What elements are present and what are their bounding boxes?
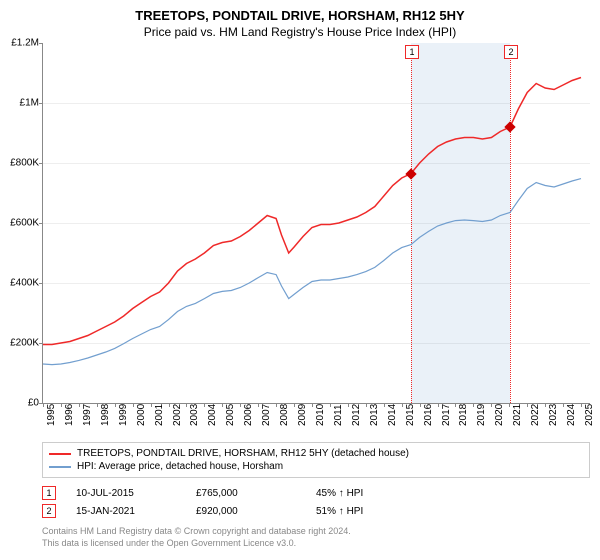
x-axis-label: 1998 [100, 404, 111, 426]
transaction-row: 2 15-JAN-2021£920,00051% ↑ HPI [42, 502, 590, 520]
y-axis-label: £1.2M [5, 38, 39, 49]
y-axis-label: £600K [5, 218, 39, 229]
legend: TREETOPS, PONDTAIL DRIVE, HORSHAM, RH12 … [42, 442, 590, 478]
legend-label: TREETOPS, PONDTAIL DRIVE, HORSHAM, RH12 … [77, 448, 409, 459]
transaction-marker: 1 [42, 486, 56, 500]
footer-line1: Contains HM Land Registry data © Crown c… [42, 526, 590, 538]
chart-subtitle: Price paid vs. HM Land Registry's House … [0, 23, 600, 43]
series-line [43, 179, 581, 365]
y-axis-label: £800K [5, 158, 39, 169]
x-axis-label: 2017 [441, 404, 452, 426]
transaction-row: 1 10-JUL-2015£765,00045% ↑ HPI [42, 484, 590, 502]
legend-swatch [49, 453, 71, 455]
x-axis-label: 2025 [584, 404, 595, 426]
y-axis-label: £1M [5, 98, 39, 109]
chart-container: TREETOPS, PONDTAIL DRIVE, HORSHAM, RH12 … [0, 0, 600, 560]
transaction-date: 10-JUL-2015 [76, 488, 196, 499]
x-axis-label: 2013 [369, 404, 380, 426]
legend-item: HPI: Average price, detached house, Hors… [49, 460, 583, 473]
x-axis-label: 2010 [315, 404, 326, 426]
x-axis-label: 2022 [530, 404, 541, 426]
chart-lines [43, 43, 590, 403]
x-axis-label: 2018 [458, 404, 469, 426]
transaction-table: 1 10-JUL-2015£765,00045% ↑ HPI 2 15-JAN-202… [42, 484, 590, 520]
legend-item: TREETOPS, PONDTAIL DRIVE, HORSHAM, RH12 … [49, 447, 583, 460]
footer: Contains HM Land Registry data © Crown c… [42, 526, 590, 549]
x-axis-label: 1999 [118, 404, 129, 426]
x-axis-label: 2000 [136, 404, 147, 426]
x-axis-label: 2002 [172, 404, 183, 426]
x-axis-label: 2007 [261, 404, 272, 426]
transaction-marker: 2 [42, 504, 56, 518]
x-axis-label: 2014 [387, 404, 398, 426]
transaction-delta: 45% ↑ HPI [316, 488, 363, 499]
legend-swatch [49, 466, 71, 468]
transaction-price: £920,000 [196, 506, 316, 517]
marker-1: 1 [405, 45, 419, 59]
x-axis-label: 2003 [189, 404, 200, 426]
x-axis-label: 2016 [423, 404, 434, 426]
x-axis-label: 2009 [297, 404, 308, 426]
x-axis-label: 2021 [512, 404, 523, 426]
x-axis-label: 2004 [207, 404, 218, 426]
x-axis-label: 2001 [154, 404, 165, 426]
x-axis-label: 2023 [548, 404, 559, 426]
transaction-date: 15-JAN-2021 [76, 506, 196, 517]
series-line [43, 78, 581, 345]
x-axis-label: 2015 [405, 404, 416, 426]
x-axis-label: 2012 [351, 404, 362, 426]
marker-2: 2 [504, 45, 518, 59]
transaction-price: £765,000 [196, 488, 316, 499]
chart-plot-area: £0£200K£400K£600K£800K£1M£1.2M1995199619… [42, 43, 590, 404]
y-axis-label: £400K [5, 278, 39, 289]
chart-title: TREETOPS, PONDTAIL DRIVE, HORSHAM, RH12 … [0, 0, 600, 23]
x-axis-label: 1996 [64, 404, 75, 426]
y-axis-label: £200K [5, 338, 39, 349]
x-axis-label: 2020 [494, 404, 505, 426]
x-axis-label: 2011 [333, 404, 344, 426]
y-axis-label: £0 [5, 398, 39, 409]
x-axis-label: 2005 [225, 404, 236, 426]
x-axis-label: 1995 [46, 404, 57, 426]
x-axis-label: 2008 [279, 404, 290, 426]
x-axis-label: 2024 [566, 404, 577, 426]
x-axis-label: 2006 [243, 404, 254, 426]
transaction-delta: 51% ↑ HPI [316, 506, 363, 517]
x-axis-label: 1997 [82, 404, 93, 426]
x-axis-label: 2019 [476, 404, 487, 426]
legend-label: HPI: Average price, detached house, Hors… [77, 461, 283, 472]
footer-line2: This data is licensed under the Open Gov… [42, 538, 590, 550]
